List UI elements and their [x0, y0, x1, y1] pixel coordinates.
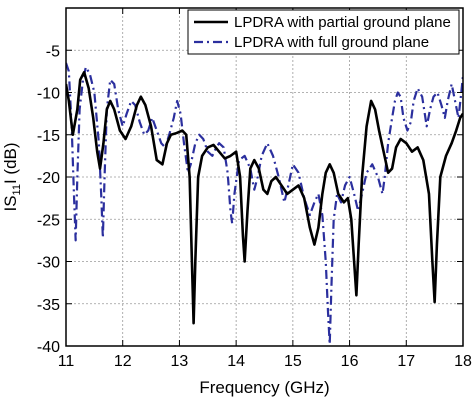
x-tick-label: 12: [114, 353, 132, 370]
legend: LPDRA with partial ground plane LPDRA wi…: [187, 9, 460, 55]
y-tick-labels: -5 -10 -15 -20 -25 -30 -35 -40: [37, 43, 60, 356]
x-tick-label: 14: [227, 353, 245, 370]
x-tick-label: 16: [341, 353, 359, 370]
y-tick-label: -25: [37, 212, 60, 229]
series-layer: [66, 62, 463, 346]
x-tick-label: 13: [171, 353, 189, 370]
grid-layer: [66, 8, 463, 346]
y-axis-label-prefix: IS: [1, 195, 20, 211]
x-tick-label: 18: [454, 353, 472, 370]
series-line-partial-ground: [66, 70, 463, 325]
y-tick-label: -10: [37, 86, 60, 103]
y-axis-label: IS11I (dB): [1, 142, 23, 211]
y-tick-label: -5: [46, 43, 60, 60]
x-tick-label: 17: [397, 353, 415, 370]
x-tick-labels: 11 12 13 14 15 16 17 18: [58, 353, 472, 370]
y-tick-label: -30: [37, 255, 60, 272]
y-axis-label-subscript: 11: [11, 184, 23, 195]
series-line-full-ground: [66, 62, 463, 346]
y-tick-label: -40: [37, 339, 60, 356]
x-tick-label: 15: [284, 353, 302, 370]
legend-label-partial-ground: LPDRA with partial ground plane: [234, 14, 451, 31]
x-tick-label: 11: [58, 353, 75, 370]
legend-label-full-ground: LPDRA with full ground plane: [234, 34, 429, 51]
y-tick-label: -20: [37, 170, 60, 187]
y-tick-label: -15: [37, 128, 60, 145]
y-tick-label: -35: [37, 297, 60, 314]
tick-marks: [65, 7, 464, 347]
y-axis-label-suffix: I (dB): [1, 142, 20, 184]
legend-box: [187, 9, 460, 55]
x-axis-label: Frequency (GHz): [199, 378, 329, 397]
